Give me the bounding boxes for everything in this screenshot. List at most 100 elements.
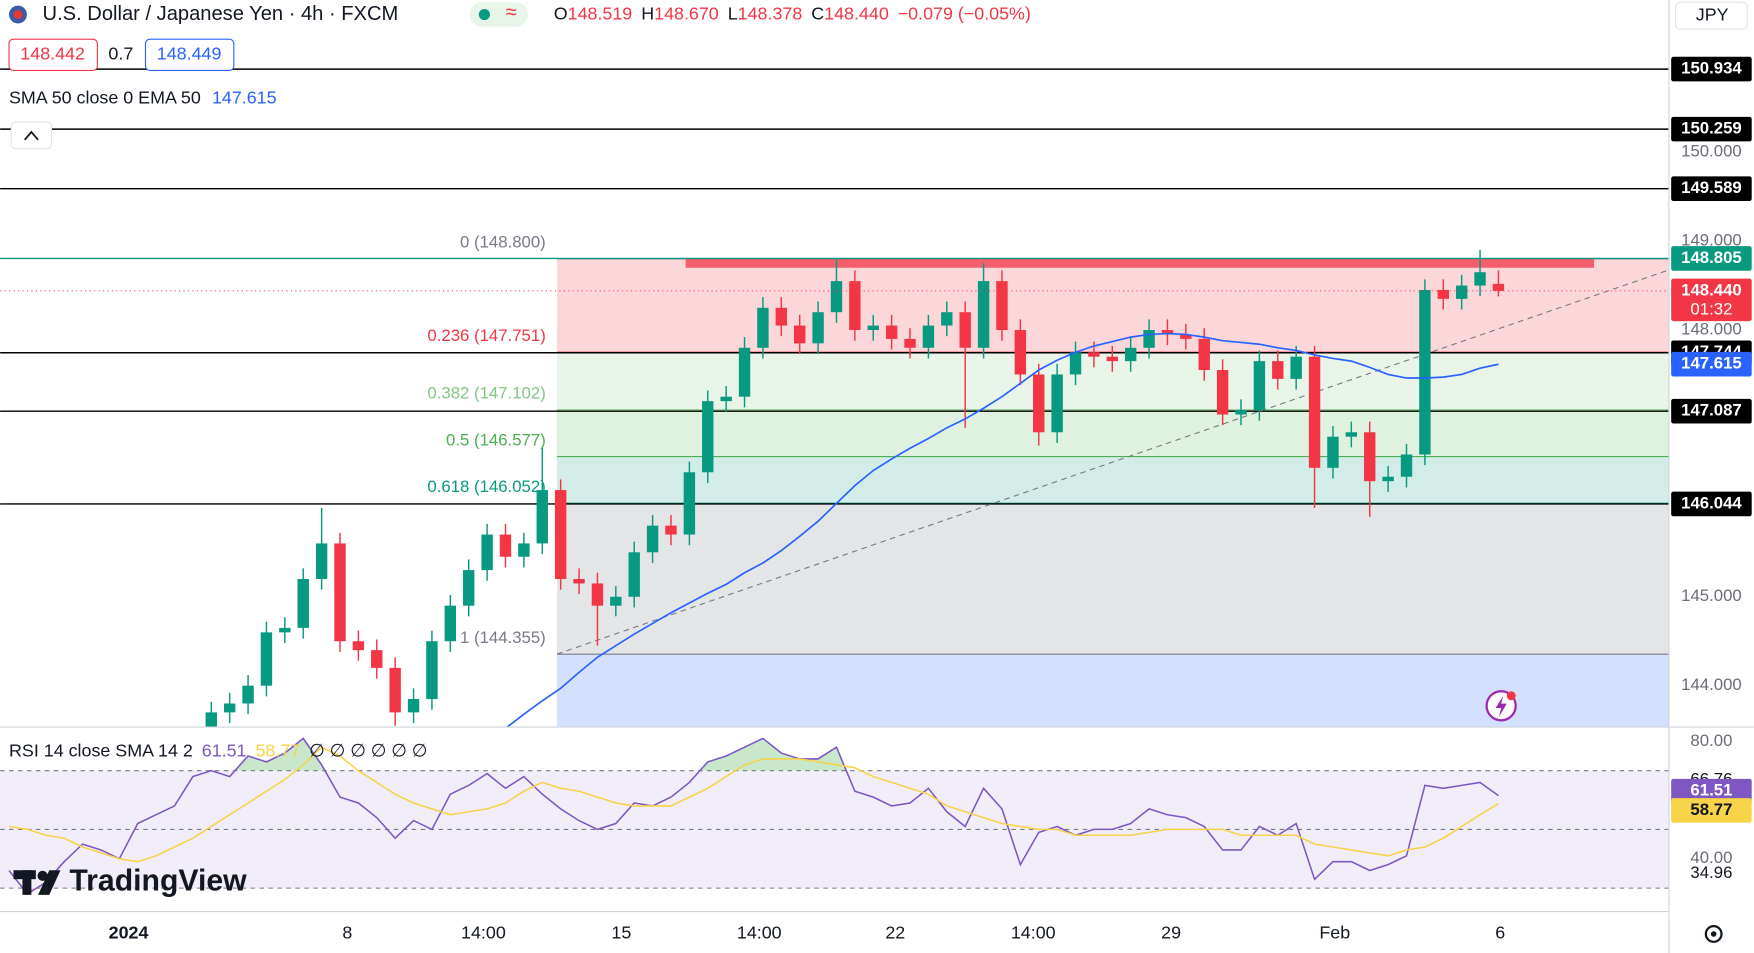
candle-body xyxy=(1474,272,1486,286)
resistance-zone xyxy=(685,258,1595,268)
y-tick-label: 150.000 xyxy=(1681,142,1742,161)
rsi-overbought-fill xyxy=(234,738,847,771)
x-tick-label: 14:00 xyxy=(461,923,506,943)
candle-body xyxy=(1455,285,1468,299)
price-badge-label: 150.934 xyxy=(1681,59,1742,78)
fib-zone xyxy=(556,409,1669,457)
trend-line xyxy=(556,270,1667,655)
candle-body xyxy=(628,552,640,597)
candle-body xyxy=(996,281,1008,331)
candle-body xyxy=(904,338,916,348)
settings-icon[interactable] xyxy=(1704,925,1723,943)
fib-zone xyxy=(556,456,1669,504)
sell-button[interactable] xyxy=(8,38,98,72)
candle-body xyxy=(959,312,971,348)
ohlc-value: 148.440 xyxy=(824,3,889,23)
candle-body xyxy=(849,281,861,331)
fib-zone xyxy=(556,503,1669,655)
candle-body xyxy=(1198,338,1210,371)
rsi-legend-value: 58.77 xyxy=(255,740,300,760)
buy-price[interactable]: 148.449 xyxy=(157,44,222,64)
candle-body xyxy=(242,685,254,704)
alert-dot xyxy=(1506,691,1516,701)
fib-label: 0.618 (146.052) xyxy=(427,477,545,496)
candle-body xyxy=(389,667,401,713)
candle-body xyxy=(941,312,953,326)
flag-icon-dot xyxy=(13,10,23,20)
x-tick-label: 6 xyxy=(1495,923,1505,943)
currency-button[interactable] xyxy=(1675,1,1748,30)
ohlc-label: L xyxy=(728,3,738,23)
candle-body xyxy=(775,307,788,326)
candle-body xyxy=(1235,410,1247,415)
price-pane: 0 (148.800) 0.236 (147.751) 0.382 (147.102… xyxy=(0,68,1669,728)
candle-body xyxy=(867,325,879,331)
candle-body xyxy=(1106,356,1118,362)
sell-price[interactable]: 148.442 xyxy=(20,44,85,64)
candle-body xyxy=(1364,432,1376,482)
price-badge xyxy=(1671,176,1752,202)
candle-body xyxy=(1382,476,1394,482)
candle-body xyxy=(830,281,843,313)
fib-zone xyxy=(556,654,1669,728)
candle-body xyxy=(1492,283,1505,291)
candle-body xyxy=(371,650,383,668)
fib-label: 0.236 (147.751) xyxy=(427,326,545,345)
candle-body xyxy=(481,534,493,571)
candle-body xyxy=(1088,352,1100,357)
candle-body xyxy=(315,543,328,579)
candle-body xyxy=(554,490,567,579)
candle-body xyxy=(1308,356,1321,468)
price-badge xyxy=(1671,398,1752,424)
indicator-value: 147.615 xyxy=(212,87,277,107)
collapse-button[interactable] xyxy=(10,121,53,150)
candle-body xyxy=(1327,436,1339,468)
rsi-line xyxy=(8,737,1499,896)
candle-body xyxy=(463,570,475,606)
spread: 0.7 xyxy=(108,44,133,64)
rsi-tick-label: 40.00 xyxy=(1690,848,1732,867)
candle-body xyxy=(738,347,751,397)
rsi-tick-label: 80.00 xyxy=(1690,731,1732,750)
fib-label: 0.5 (146.577) xyxy=(446,430,546,449)
ohlc-label: C xyxy=(811,3,824,23)
candle-body xyxy=(444,605,457,642)
candle-body xyxy=(297,578,309,628)
status-pill[interactable] xyxy=(469,2,529,27)
candle-body xyxy=(1290,356,1302,379)
candle-body xyxy=(646,525,659,553)
price-badge xyxy=(1671,278,1752,322)
candle-body xyxy=(1272,361,1284,379)
candle-body xyxy=(591,583,604,606)
price-badge-label: 149.589 xyxy=(1681,178,1742,197)
candle-body xyxy=(223,703,236,713)
candle-body xyxy=(702,401,714,473)
x-tick-label: 8 xyxy=(342,923,352,943)
candle-body xyxy=(1033,374,1045,433)
ema-line xyxy=(505,332,1499,728)
candle-body xyxy=(885,325,898,339)
currency[interactable]: JPY xyxy=(1696,4,1729,24)
candle-body xyxy=(1400,454,1413,477)
candle-body xyxy=(518,543,530,557)
x-tick-label: 22 xyxy=(885,923,905,943)
buy-button[interactable] xyxy=(144,38,235,72)
ohlc-label: H xyxy=(641,3,654,23)
symbol-title[interactable]: U.S. Dollar / Japanese Yen · 4h · FXCM xyxy=(43,3,399,25)
candle-body xyxy=(793,325,806,344)
logo-mark xyxy=(38,870,61,895)
price-badge-label: 58.77 xyxy=(1690,800,1732,819)
ohlc-change: −0.079 (−0.05%) xyxy=(898,3,1031,23)
rsi-legend-value: 61.51 xyxy=(202,740,247,760)
price-badge xyxy=(1671,56,1752,82)
candle-body xyxy=(1216,370,1229,415)
candle-body xyxy=(610,596,622,606)
candle-body xyxy=(757,307,769,348)
candle-body xyxy=(499,534,512,557)
candle-body xyxy=(1180,334,1192,339)
collapse-icon xyxy=(23,130,39,141)
price-badge-label: 147.087 xyxy=(1681,401,1742,420)
